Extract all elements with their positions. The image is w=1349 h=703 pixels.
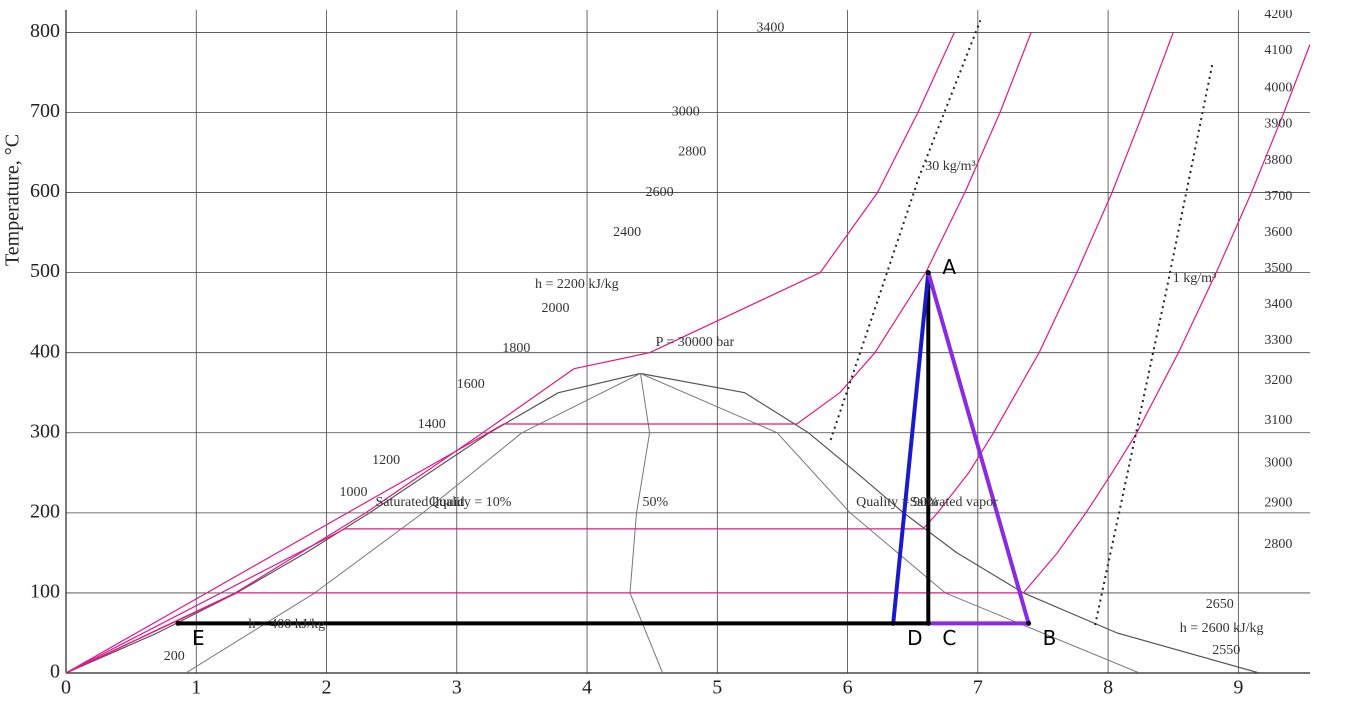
series-label: 1 kg/m³ [1173, 271, 1216, 286]
y-tick-label: 0 [50, 661, 60, 683]
annotation: h = 2600 kJ/kg [1180, 621, 1264, 636]
annotation: 1400 [418, 417, 446, 432]
annotation: 2400 [613, 225, 641, 240]
annotation: 2000 [541, 301, 569, 316]
series-label: 50% [643, 495, 669, 510]
series-line [891, 272, 931, 624]
y-tick-label: 500 [30, 260, 60, 282]
annotation: 1800 [502, 341, 530, 356]
annotation: 200 [164, 649, 185, 664]
x-tick-label: 8 [1103, 677, 1113, 699]
annotation: 3000 [672, 105, 700, 120]
series-label: P = 30000 bar [656, 335, 735, 350]
annotation: 3400 [1264, 297, 1292, 312]
annotation: 3100 [1264, 413, 1292, 428]
x-tick-label: 2 [322, 677, 332, 699]
y-tick-label: 600 [30, 180, 60, 202]
annotation: 2800 [678, 145, 706, 160]
annotation: 3600 [1264, 225, 1292, 240]
annotation: 1000 [340, 485, 368, 500]
annotation: h = 400 kJ/kg [248, 617, 325, 632]
x-tick-label: 1 [191, 677, 201, 699]
annotation: 2600 [646, 185, 674, 200]
annotation: 3700 [1264, 189, 1292, 204]
series-label: Quality = 10% [429, 495, 512, 510]
annotation: 3500 [1264, 261, 1292, 276]
annotation: 1600 [457, 377, 485, 392]
series-line [829, 20, 982, 441]
y-tick-label: 200 [30, 500, 60, 522]
x-tick-label: 3 [452, 677, 462, 699]
annotation: 2650 [1206, 597, 1234, 612]
point-label: E [192, 626, 205, 650]
annotation: 2900 [1264, 495, 1292, 510]
annotation: 1200 [372, 453, 400, 468]
point-label: A [942, 255, 956, 279]
series-label: Saturated liquid [376, 495, 465, 510]
series-line [629, 373, 664, 673]
series-label: 30 kg/m³ [925, 159, 975, 174]
y-tick-label: 100 [30, 581, 60, 603]
annotation: 4100 [1264, 43, 1292, 58]
annotation: 4000 [1264, 81, 1292, 96]
point [925, 270, 931, 276]
series-line [185, 373, 641, 673]
point [890, 620, 896, 626]
x-tick-label: 7 [973, 677, 983, 699]
series-line [640, 373, 1140, 673]
x-tick-label: 5 [712, 677, 722, 699]
point-label: D [907, 626, 922, 650]
annotation: 2800 [1264, 537, 1292, 552]
point-label: B [1043, 626, 1057, 650]
annotation: 3200 [1264, 373, 1292, 388]
x-tick-label: 4 [582, 677, 592, 699]
annotation: 2550 [1212, 643, 1240, 658]
y-tick-label: 400 [30, 340, 60, 362]
series-label: Quality = 90% [856, 495, 939, 510]
y-tick-label: 700 [30, 100, 60, 122]
series-line [66, 372, 641, 673]
annotation: 3300 [1264, 333, 1292, 348]
point [1026, 620, 1032, 626]
annotation: 3900 [1264, 117, 1292, 132]
annotation: h = 2200 kJ/kg [535, 277, 619, 292]
point-label: C [942, 626, 956, 650]
series-line [66, 32, 1174, 673]
series-label: Saturated vapor [910, 495, 999, 510]
annotation: 4200 [1264, 7, 1292, 22]
annotation: 3800 [1264, 153, 1292, 168]
y-axis-label: Temperature, °C [2, 134, 24, 266]
plot-area: h = 2200 kJ/kg 2000 1800 1600 1400 1200 1000 24… [66, 7, 1310, 673]
annotation: 3400 [756, 21, 784, 36]
annotation: 3000 [1264, 455, 1292, 470]
x-tick-label: 6 [843, 677, 853, 699]
x-tick-label: 9 [1233, 677, 1243, 699]
point [175, 620, 181, 626]
series-line [66, 32, 955, 673]
x-tick-label: 0 [61, 677, 71, 699]
y-tick-label: 800 [30, 20, 60, 42]
series-line [66, 44, 1310, 673]
series-line [66, 32, 1032, 673]
point [925, 620, 931, 626]
y-tick-label: 300 [30, 420, 60, 442]
